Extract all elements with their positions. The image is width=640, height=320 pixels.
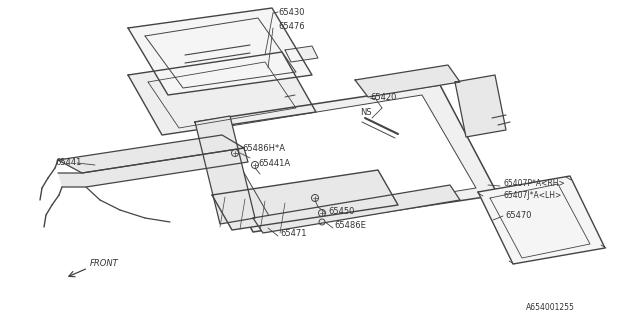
Polygon shape — [455, 75, 506, 137]
Text: 65471: 65471 — [280, 229, 307, 238]
Polygon shape — [58, 148, 248, 187]
Text: 65407J*A<LH>: 65407J*A<LH> — [503, 190, 561, 199]
Polygon shape — [58, 135, 244, 173]
Polygon shape — [195, 116, 255, 224]
Polygon shape — [478, 176, 605, 264]
Polygon shape — [128, 52, 316, 135]
Text: 65486H*A: 65486H*A — [242, 143, 285, 153]
Polygon shape — [128, 8, 312, 95]
Polygon shape — [218, 95, 476, 221]
Text: 65470: 65470 — [505, 211, 531, 220]
Polygon shape — [285, 46, 318, 62]
Text: 65430: 65430 — [278, 7, 305, 17]
Text: 65450: 65450 — [328, 206, 355, 215]
Text: 65476: 65476 — [278, 21, 305, 30]
Text: A654001255: A654001255 — [526, 303, 575, 313]
Polygon shape — [195, 85, 498, 232]
Polygon shape — [212, 170, 398, 230]
Text: 65420: 65420 — [370, 92, 396, 101]
Text: 65486E: 65486E — [334, 221, 366, 230]
Text: 65441: 65441 — [55, 157, 81, 166]
Polygon shape — [253, 185, 460, 233]
Text: NS: NS — [360, 108, 372, 116]
Text: FRONT: FRONT — [90, 259, 119, 268]
Polygon shape — [355, 65, 460, 97]
Text: 65407P*A<RH>: 65407P*A<RH> — [503, 179, 564, 188]
Text: 65441A: 65441A — [258, 158, 290, 167]
